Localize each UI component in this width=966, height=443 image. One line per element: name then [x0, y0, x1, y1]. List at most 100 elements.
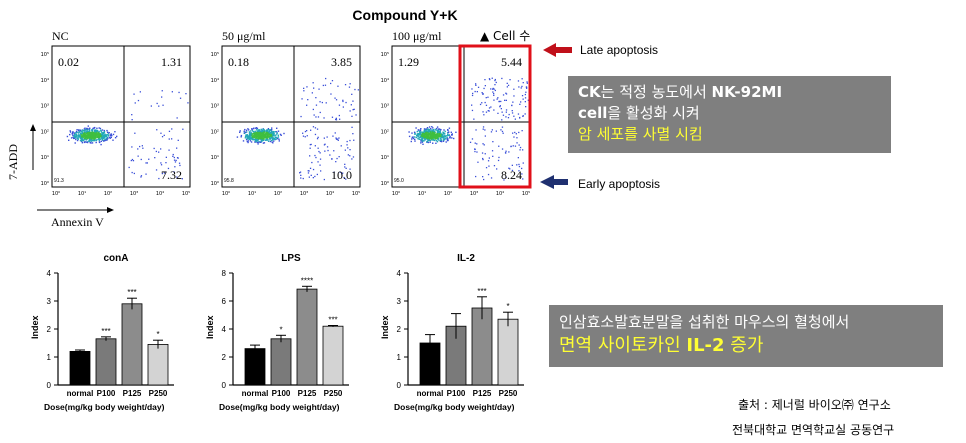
- flow-xtick: 10¹: [78, 191, 86, 197]
- flow-ytick: 10⁵: [381, 52, 389, 58]
- note-il2-increase: 인삼효소발효분말을 섭취한 마우스의 혈청에서 면역 사이토카인 IL-2 증가: [549, 305, 943, 367]
- flow-x-axis-label: Annexin V: [37, 207, 114, 229]
- bar-chart-il2: IL-2 0 1 2 3 4 Index normal P100 *** P125 * P250 Dose…: [380, 253, 524, 412]
- y-tick-label: 4: [222, 325, 227, 334]
- note-ck-activation: CK는 적정 농도에서 NK-92MI cell을 활성화 시켜 암 세포를 사…: [568, 76, 891, 153]
- x-axis-label: Dose(mg/kg body weight/day): [219, 402, 340, 412]
- flow-ytick: 10²: [41, 129, 49, 135]
- category-label: P250: [499, 389, 518, 398]
- flow-ytick: 10¹: [211, 155, 219, 161]
- significance-mark: ***: [127, 288, 136, 297]
- flow-dots: [66, 90, 189, 180]
- bar-p125: [471, 307, 493, 386]
- source-line-1: 출처 : 제너럴 바이오㈜ 연구소: [738, 398, 891, 412]
- flow-ytick: 10³: [381, 104, 389, 110]
- flow-ytick: 10⁰: [381, 181, 389, 187]
- flow-panel-2: 50 μg/ml 0.18 3.85 10.0 95.8 10⁵ 10⁴ 10³ 10² 10¹ 1…: [211, 29, 361, 197]
- note-il2-post: 증가: [724, 335, 764, 356]
- bar-p125: [296, 288, 318, 386]
- flow-ytick: 10²: [381, 129, 389, 135]
- category-label: P100: [97, 389, 116, 398]
- flow-xtick: 10⁴: [326, 191, 334, 197]
- y-tick-label: 2: [222, 353, 227, 362]
- y-tick-label: 2: [47, 325, 52, 334]
- quadrant-ur: 3.85: [331, 55, 352, 69]
- flow-xtick: 10⁴: [156, 191, 164, 197]
- late-apoptosis-label: Late apoptosis: [580, 43, 658, 57]
- quadrant-lr: 10.0: [331, 168, 352, 182]
- y-axis-label: Index: [30, 315, 40, 339]
- significance-mark: *: [156, 330, 159, 339]
- note-il2-bold: IL-2: [686, 335, 725, 356]
- y-tick-label: 1: [397, 353, 402, 362]
- flow-panel-label: 100 μg/ml: [392, 29, 442, 43]
- quadrant-ll: 95.8: [224, 178, 234, 184]
- flow-ytick: 10⁵: [211, 52, 219, 58]
- y-tick-label: 1: [47, 353, 52, 362]
- y-tick-label: 3: [397, 297, 402, 306]
- y-tick-label: 0: [397, 381, 402, 390]
- note-line3: 암 세포를 사멸 시킴: [578, 125, 703, 143]
- flow-xtick: 10²: [444, 191, 452, 197]
- bar-p250: [147, 344, 169, 386]
- flow-dots: [236, 77, 359, 181]
- bar-p250: [322, 325, 344, 386]
- flow-panel-frame: [221, 45, 361, 188]
- flow-ytick: 10⁵: [41, 52, 49, 58]
- quadrant-lr: 7.32: [161, 168, 182, 182]
- bar-normal: [244, 348, 266, 386]
- x-axis-label: Dose(mg/kg body weight/day): [394, 402, 515, 412]
- late-apoptosis-arrow: [543, 43, 572, 57]
- bar-p100: [270, 338, 292, 386]
- y-tick-label: 2: [397, 325, 402, 334]
- y-tick-label: 4: [47, 269, 52, 278]
- category-label: P100: [447, 389, 466, 398]
- note-line2-rest: 을 활성화 시켜: [607, 104, 700, 122]
- flow-xtick: 10³: [300, 191, 308, 197]
- quadrant-ll: 95.0: [394, 178, 404, 184]
- flow-ytick: 10⁴: [41, 78, 49, 84]
- bar-chart-lps: LPS 0 2 4 6 8 Index normal * P100 **** P125 *** P250 D…: [205, 253, 349, 412]
- significance-mark: ***: [101, 327, 110, 336]
- category-label: P125: [473, 389, 492, 398]
- category-label: P125: [298, 389, 317, 398]
- note-il2-line1: 인삼효소발효분말을 섭취한 마우스의 혈청에서: [559, 313, 850, 331]
- y-tick-label: 6: [222, 297, 227, 306]
- quadrant-ur: 1.31: [161, 55, 182, 69]
- bar-chart-cona: conA 0 1 2 3 4 Index normal *** P100 *** P125 * P250 D…: [30, 253, 174, 412]
- flow-xtick: 10³: [130, 191, 138, 197]
- quadrant-ul: 1.29: [398, 55, 419, 69]
- flow-ytick: 10⁴: [381, 78, 389, 84]
- y-axis-label: Index: [380, 315, 390, 339]
- y-tick-label: 8: [222, 269, 227, 278]
- flow-xtick: 10¹: [418, 191, 426, 197]
- significance-mark: ****: [301, 276, 313, 285]
- flow-xtick: 10²: [104, 191, 112, 197]
- flow-panel-3: 100 μg/ml 1.29 5.44 8.24 95.0 10⁵ 10⁴ 10³ 10² 10¹…: [381, 29, 531, 197]
- flow-panel-label: NC: [52, 29, 69, 43]
- flow-xtick: 10⁵: [182, 191, 190, 197]
- svg-text:Annexin V: Annexin V: [51, 215, 104, 229]
- flow-xtick: 10⁰: [392, 191, 400, 197]
- early-apoptosis-arrow: [540, 175, 568, 189]
- y-axis-label: Index: [205, 315, 215, 339]
- flow-title: Compound Y+K: [352, 7, 457, 23]
- quadrant-ll: 91.3: [54, 178, 64, 184]
- bar-p100: [95, 338, 117, 386]
- bar-charts: conA 0 1 2 3 4 Index normal *** P100 *** P125 * P250 D…: [30, 253, 524, 412]
- note-cell: cell: [578, 104, 608, 122]
- category-label: P125: [123, 389, 142, 398]
- legend-cell-count: ▲ Cell 수: [480, 29, 530, 43]
- y-tick-label: 0: [222, 381, 227, 390]
- category-label: P100: [272, 389, 291, 398]
- flow-ytick: 10³: [41, 104, 49, 110]
- flow-ytick: 10²: [211, 129, 219, 135]
- flow-ytick: 10³: [211, 104, 219, 110]
- significance-mark: ***: [328, 316, 337, 325]
- note-line1-rest: 는 적정 농도에서: [600, 83, 712, 101]
- flow-ytick: 10¹: [381, 155, 389, 161]
- flow-ytick: 10⁰: [211, 181, 219, 187]
- flow-xtick: 10⁰: [52, 191, 60, 197]
